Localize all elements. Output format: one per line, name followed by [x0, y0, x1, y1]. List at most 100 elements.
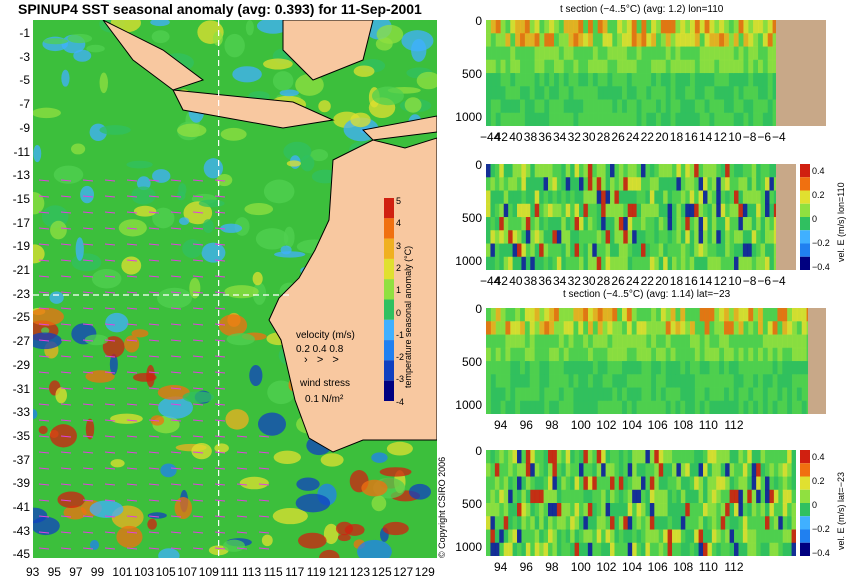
section-cell	[543, 177, 549, 191]
section-cell	[756, 203, 762, 218]
anomaly-patch	[177, 123, 207, 138]
section-cell	[791, 503, 796, 517]
section-cell	[654, 230, 660, 244]
section-cell	[676, 230, 682, 244]
section-cell	[627, 243, 633, 258]
section-cell	[703, 256, 708, 270]
section-cell	[534, 308, 540, 322]
section-cell	[563, 46, 570, 61]
section-cell	[525, 476, 531, 491]
map-y-tick: -19	[12, 239, 30, 254]
section-cell	[610, 256, 615, 270]
section-cell	[524, 20, 531, 34]
wind-vector	[170, 451, 182, 454]
wind-vector	[148, 179, 160, 182]
section-cell	[592, 177, 598, 191]
section-cell	[753, 86, 759, 100]
section-cell	[565, 230, 571, 244]
java-land	[172, 89, 335, 129]
section-cell	[631, 112, 638, 126]
map-colorbar-tick: 5	[396, 196, 402, 206]
map-x-tick: 109	[198, 565, 219, 579]
section-cell	[607, 73, 613, 87]
section-cell	[769, 203, 775, 218]
section-cell	[534, 230, 540, 244]
section-cell	[517, 476, 522, 491]
section-cell	[524, 73, 531, 87]
section-cell	[699, 321, 706, 335]
section-cell	[734, 243, 739, 258]
section-cell	[556, 203, 562, 218]
section-cell	[791, 463, 796, 477]
section-cell	[665, 20, 672, 34]
section-cell	[510, 86, 516, 100]
section-cell	[558, 308, 565, 322]
section-cell	[556, 164, 562, 178]
section-cell	[660, 33, 667, 47]
colorbar-band	[384, 299, 394, 320]
section-cell	[556, 463, 562, 477]
wind-vector	[148, 483, 160, 486]
section-cell	[760, 503, 766, 517]
section-cell	[725, 230, 731, 244]
section-cell	[534, 450, 540, 464]
section-cell	[651, 400, 657, 414]
section-cell	[486, 476, 491, 491]
section-cell	[486, 374, 492, 388]
anomaly-patch	[121, 256, 142, 275]
section-cell	[738, 217, 744, 231]
section-cell	[614, 177, 620, 191]
section-cell	[632, 164, 638, 178]
wind-vector	[38, 307, 50, 310]
section-cell	[743, 112, 749, 126]
section-cell	[724, 20, 730, 34]
section-cell	[486, 542, 491, 556]
section-cell	[734, 476, 739, 491]
section-cell	[729, 542, 735, 556]
velocity-section-lon-plot[interactable]	[486, 164, 796, 270]
section-cell	[520, 33, 526, 47]
section-cell	[758, 334, 764, 349]
section-cell	[503, 243, 509, 258]
section-cell	[654, 529, 660, 544]
section-cell	[596, 463, 602, 477]
section-cell	[602, 374, 608, 388]
anomaly-patch	[110, 413, 143, 424]
section-cell	[676, 190, 682, 205]
section-cell	[765, 190, 770, 205]
wind-vector	[258, 499, 270, 502]
wind-vector	[170, 195, 182, 198]
section-cell	[534, 203, 540, 218]
section-cell	[623, 476, 629, 491]
section-x-tick: 10	[728, 130, 742, 144]
section-cell	[767, 59, 774, 74]
section-cell	[549, 334, 555, 349]
section-cell	[530, 542, 536, 556]
section-cell	[500, 33, 506, 47]
temperature-section-lon-plot[interactable]	[486, 20, 826, 126]
section-cell	[636, 217, 642, 231]
velocity-section-lat-plot[interactable]	[486, 450, 796, 556]
section-cell	[622, 334, 628, 349]
section-cell	[769, 256, 775, 270]
anomaly-patch	[157, 385, 190, 400]
section-cell	[656, 33, 662, 47]
sst-anomaly-map[interactable]	[33, 20, 437, 558]
section-cell	[765, 243, 770, 258]
section-cell	[694, 489, 700, 504]
temperature-section-lat-plot[interactable]	[486, 308, 826, 414]
section-cell	[707, 190, 713, 205]
section-cell	[543, 476, 549, 491]
section-cell	[716, 177, 722, 191]
section-cell	[520, 20, 526, 34]
anomaly-patch	[147, 518, 157, 530]
section-cell	[703, 489, 708, 504]
section-cell	[747, 203, 753, 218]
section-cell	[748, 86, 754, 100]
section-cell	[716, 450, 722, 464]
section-cell	[711, 450, 717, 464]
section-cell	[742, 503, 748, 517]
section-cell	[685, 334, 691, 349]
section-cell	[610, 217, 615, 231]
section-cell	[769, 542, 775, 556]
